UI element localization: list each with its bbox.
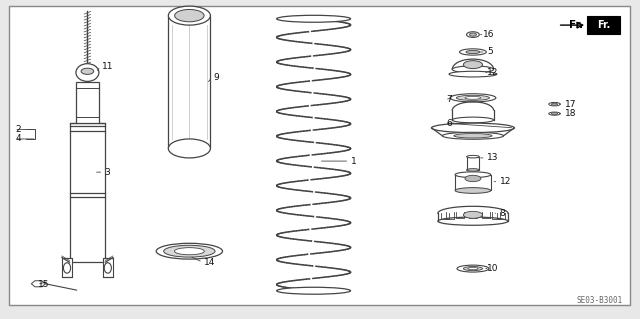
Text: 4: 4 — [15, 134, 21, 144]
Ellipse shape — [454, 134, 492, 138]
Bar — [70, 123, 105, 262]
Ellipse shape — [276, 15, 351, 22]
Ellipse shape — [276, 287, 351, 294]
Text: 2: 2 — [15, 125, 21, 134]
Ellipse shape — [548, 112, 560, 115]
Text: 3: 3 — [104, 168, 110, 177]
FancyArrowPatch shape — [589, 22, 610, 28]
Text: 1: 1 — [351, 157, 356, 166]
Ellipse shape — [468, 268, 478, 270]
Ellipse shape — [455, 188, 491, 193]
Ellipse shape — [438, 217, 508, 225]
Ellipse shape — [463, 267, 483, 271]
Ellipse shape — [449, 71, 497, 77]
Ellipse shape — [467, 169, 479, 171]
FancyBboxPatch shape — [9, 6, 630, 305]
Ellipse shape — [548, 102, 560, 106]
Text: 10: 10 — [487, 264, 499, 273]
Text: 16: 16 — [483, 30, 495, 39]
Ellipse shape — [463, 61, 483, 69]
Bar — [102, 257, 113, 277]
Ellipse shape — [551, 113, 557, 115]
Text: 13: 13 — [487, 153, 499, 162]
Ellipse shape — [469, 33, 476, 36]
FancyBboxPatch shape — [587, 16, 620, 34]
Bar — [467, 157, 479, 170]
Text: 17: 17 — [564, 100, 576, 109]
Bar — [168, 16, 211, 148]
Ellipse shape — [466, 50, 480, 54]
Text: 5: 5 — [487, 48, 493, 56]
Ellipse shape — [76, 64, 99, 81]
Ellipse shape — [460, 49, 486, 55]
Text: Fr.: Fr. — [569, 20, 583, 30]
Text: 12: 12 — [487, 68, 499, 77]
Text: 11: 11 — [102, 62, 113, 71]
Ellipse shape — [452, 66, 493, 73]
Ellipse shape — [456, 95, 490, 100]
Text: 9: 9 — [214, 73, 220, 82]
Text: 7: 7 — [446, 95, 452, 104]
Text: 12: 12 — [500, 177, 511, 186]
Bar — [455, 175, 491, 190]
Ellipse shape — [465, 175, 481, 182]
Ellipse shape — [463, 211, 483, 218]
Ellipse shape — [551, 103, 557, 105]
Ellipse shape — [156, 243, 223, 259]
Text: 14: 14 — [204, 258, 216, 267]
Ellipse shape — [168, 6, 211, 25]
Ellipse shape — [465, 96, 481, 99]
Bar — [76, 82, 99, 123]
Ellipse shape — [104, 263, 111, 273]
Ellipse shape — [81, 68, 93, 74]
Text: 8: 8 — [500, 209, 506, 218]
Ellipse shape — [175, 248, 204, 255]
Text: 6: 6 — [446, 119, 452, 128]
Text: 15: 15 — [38, 280, 50, 289]
Ellipse shape — [457, 265, 489, 272]
Ellipse shape — [455, 172, 491, 178]
Text: Fr.: Fr. — [597, 20, 610, 30]
Ellipse shape — [431, 123, 515, 133]
Ellipse shape — [175, 10, 204, 22]
Ellipse shape — [450, 94, 496, 102]
Bar — [62, 257, 72, 277]
Ellipse shape — [63, 263, 70, 273]
Ellipse shape — [467, 32, 479, 37]
Ellipse shape — [452, 117, 493, 123]
Text: 18: 18 — [564, 109, 576, 118]
Ellipse shape — [467, 155, 479, 158]
Ellipse shape — [168, 139, 211, 158]
Ellipse shape — [442, 132, 504, 139]
Text: SE03-B3001: SE03-B3001 — [577, 296, 623, 305]
Ellipse shape — [164, 245, 215, 257]
